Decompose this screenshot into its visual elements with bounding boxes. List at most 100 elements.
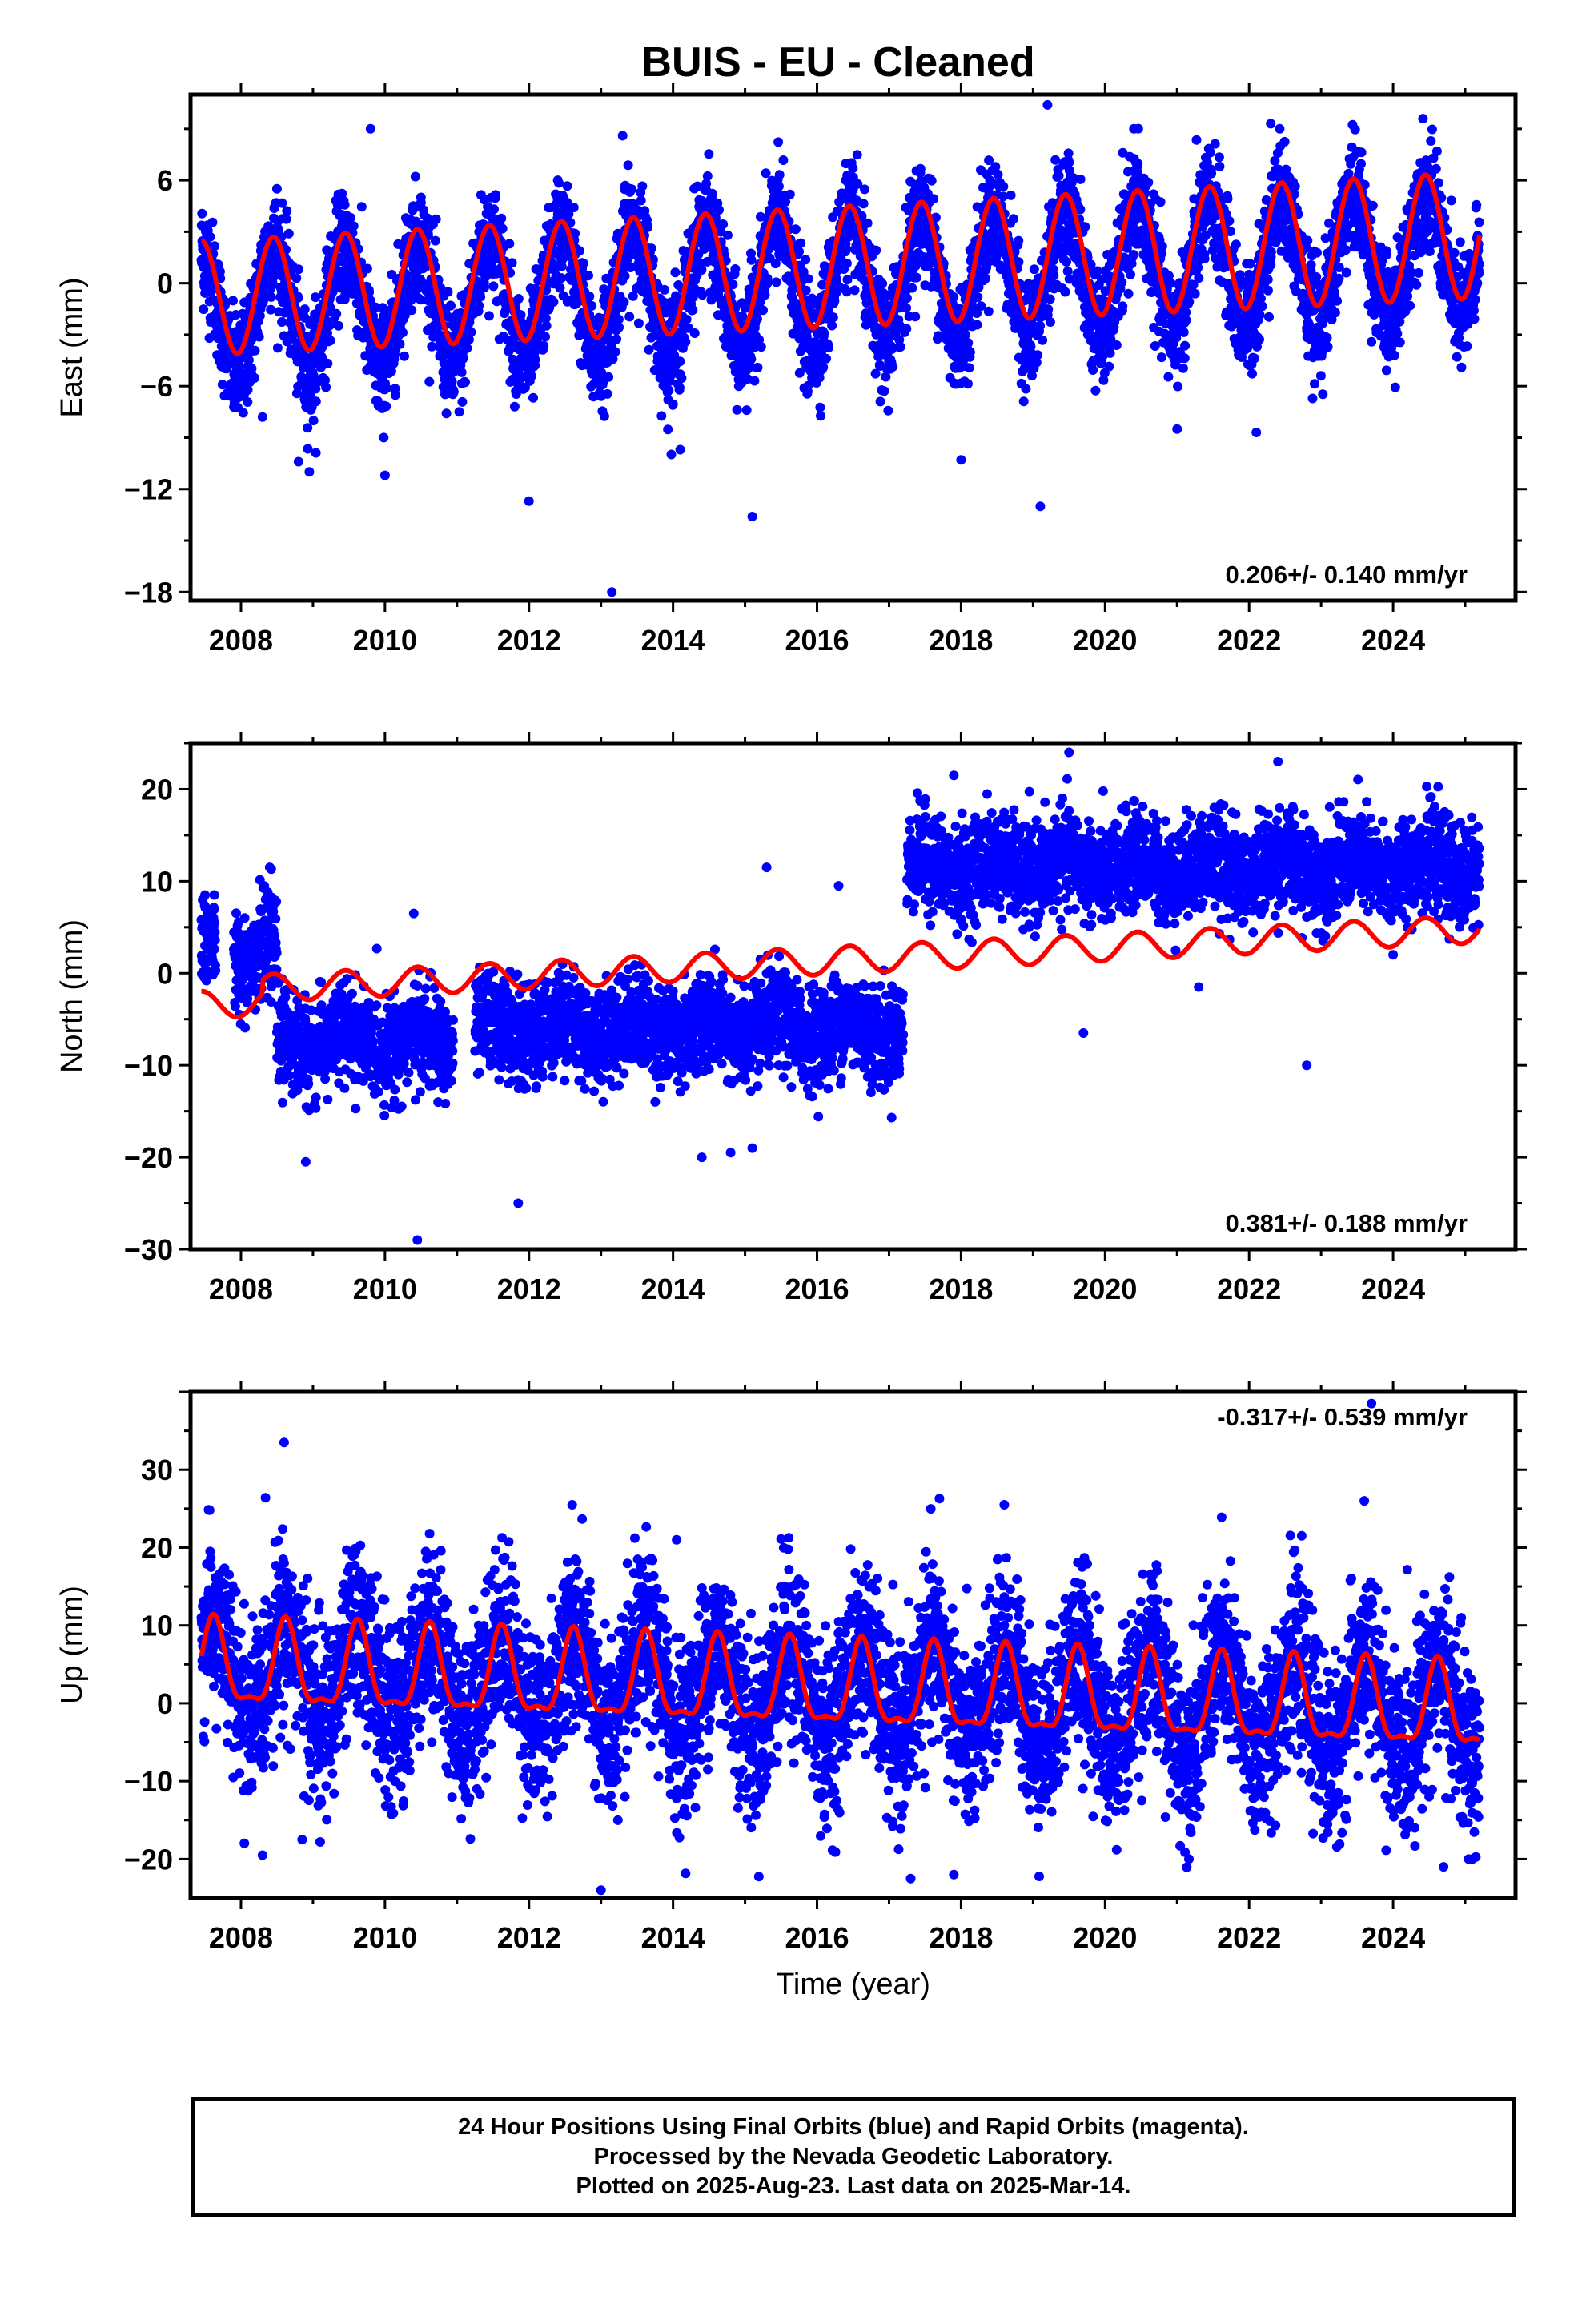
data-point (762, 278, 773, 288)
data-point (578, 258, 588, 268)
data-point (507, 258, 517, 268)
data-point (879, 386, 889, 396)
data-point (379, 432, 389, 443)
data-point (741, 405, 752, 416)
data-point (541, 320, 552, 331)
data-point (299, 304, 310, 315)
data-point (378, 303, 387, 313)
data-point (447, 376, 457, 387)
data-point (339, 199, 350, 210)
data-point (964, 363, 974, 373)
data-point (456, 367, 467, 377)
data-point (1181, 315, 1191, 325)
data-point (1247, 368, 1257, 379)
data-point (217, 380, 227, 390)
data-point (670, 267, 681, 278)
data-point (410, 171, 420, 182)
data-point (528, 392, 538, 403)
data-point (1049, 270, 1059, 280)
data-point (1045, 317, 1055, 327)
data-point (277, 198, 287, 208)
data-point (1157, 241, 1167, 251)
data-point (794, 247, 804, 257)
data-point (636, 195, 646, 206)
data-point (1180, 340, 1191, 351)
data-point (1194, 273, 1204, 283)
data-point (266, 292, 276, 302)
data-point (243, 355, 254, 365)
data-point (796, 238, 806, 248)
data-point (1118, 301, 1128, 312)
data-point (704, 149, 714, 159)
data-point (1062, 257, 1072, 267)
data-point (746, 255, 757, 265)
data-point (877, 279, 888, 289)
data-point (773, 137, 784, 147)
data-point (337, 188, 347, 199)
data-point (827, 320, 837, 331)
data-point (614, 322, 624, 332)
data-point (949, 292, 959, 302)
data-point (828, 312, 838, 323)
data-point (509, 401, 520, 412)
data-point (1179, 353, 1190, 364)
data-point (732, 404, 742, 415)
data-point (907, 283, 917, 293)
data-point (416, 295, 426, 305)
data-point (688, 305, 698, 315)
data-point (778, 155, 789, 165)
data-point (841, 258, 852, 268)
data-point (1063, 148, 1074, 159)
data-point (1279, 136, 1290, 147)
data-point (311, 448, 321, 458)
data-point (407, 305, 417, 316)
data-point (1043, 304, 1054, 315)
data-point (1029, 264, 1039, 275)
data-point (325, 303, 335, 313)
data-point (848, 163, 858, 174)
data-point (624, 312, 635, 322)
data-point (548, 296, 559, 307)
data-point (1033, 350, 1043, 360)
data-point (1275, 123, 1285, 134)
data-point (476, 292, 486, 302)
data-point (674, 383, 685, 392)
data-point (1155, 197, 1166, 207)
data-point (1206, 147, 1215, 158)
data-point (901, 303, 912, 313)
data-point (1191, 135, 1202, 145)
data-point (1060, 287, 1070, 297)
data-point (311, 396, 321, 407)
data-point (205, 231, 215, 242)
data-point (1210, 139, 1220, 149)
data-point (390, 390, 400, 400)
data-point (395, 339, 405, 349)
data-point (1038, 335, 1048, 345)
data-point (1018, 396, 1029, 407)
data-point (444, 312, 453, 322)
data-point (282, 206, 292, 216)
data-point (790, 224, 801, 235)
data-point (433, 328, 444, 339)
data-point (771, 277, 781, 287)
data-point (623, 160, 633, 171)
data-point (266, 304, 276, 315)
data-point (210, 241, 220, 251)
data-point (228, 296, 238, 306)
data-point (1264, 312, 1274, 322)
data-point (308, 416, 319, 426)
data-point (281, 214, 291, 224)
data-point (604, 372, 614, 382)
data-point (322, 245, 332, 255)
data-point (466, 327, 476, 337)
data-point (637, 181, 648, 191)
data-point (345, 212, 355, 223)
data-point (633, 318, 644, 328)
figure-title: BUIS - EU - Cleaned (641, 39, 1034, 86)
data-point (238, 408, 248, 418)
data-point (677, 373, 687, 384)
data-point (199, 304, 209, 315)
data-point (644, 344, 654, 355)
data-point (619, 297, 629, 307)
